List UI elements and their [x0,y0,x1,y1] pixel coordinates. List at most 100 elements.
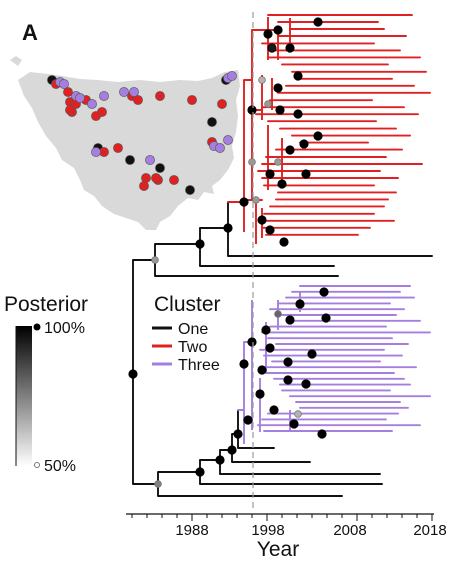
axis-tick-label: 2018 [413,522,446,539]
map-site-three [223,135,233,145]
tree-node [247,337,257,347]
map-site-three [145,155,155,165]
posterior-legend: Posterior 100% 50% [4,293,88,475]
tree-node [215,455,225,465]
cluster-one-label: One [178,321,208,338]
tree-node [295,299,305,309]
tree-node [273,25,283,35]
tree-node [279,237,289,247]
tree-node [269,405,279,415]
map-site-two [133,95,143,105]
tree-node [264,100,272,108]
posterior-low-label: 50% [44,458,76,475]
cluster-legend: Cluster One Two Three [150,288,230,374]
tree-node [283,357,293,367]
tree-node [261,325,271,335]
map-site-one [125,155,135,165]
map-site-three [215,143,225,153]
cluster-legend-background [150,288,230,374]
map-site-three [87,99,97,109]
map-site-two [151,173,161,183]
tree-node [239,359,249,369]
tree-node [301,379,311,389]
tree-node [239,197,249,207]
tree-node [274,310,282,318]
tree-node [293,109,303,119]
tasmania-map [10,56,240,230]
map-site-three [59,79,69,89]
tree-node [263,29,273,39]
tree-node [233,429,243,439]
panel-label: A [22,20,38,45]
map-site-two [155,91,165,101]
tree-node [299,139,309,149]
cluster-three-label: Three [178,357,220,374]
posterior-title: Posterior [4,293,88,316]
map-site-two [187,95,197,105]
tree-node [257,365,267,375]
tree-node [227,445,237,455]
map-site-three [129,87,139,97]
map-site-two [141,173,151,183]
tree-node [128,369,138,379]
tree-node [289,419,299,429]
axis-tick-label: 2008 [333,522,366,539]
tree-node [285,315,295,325]
tree-node [317,429,327,439]
tree-node [321,313,331,323]
tree-node [313,131,323,141]
tree-node [195,467,205,477]
tree-node [285,145,295,155]
posterior-high-label: 100% [44,320,85,337]
tree-node [275,105,285,115]
tree-node [252,196,260,204]
map-site-two [217,99,227,109]
map-site-three [75,93,85,103]
map-site-two [91,111,101,121]
tree-node [243,415,253,425]
tree-node [223,223,233,233]
cluster-title: Cluster [154,293,221,316]
map-site-two [65,105,75,115]
map-site-two [63,87,73,97]
tree-node [255,389,265,399]
axis-tick-label: 1998 [251,522,284,539]
tree-node [277,179,287,189]
map-site-one [185,185,195,195]
map-site-two [139,181,149,191]
phylogenetic-tree [128,14,433,497]
map-site-three [99,91,109,101]
map-island-east [222,118,234,134]
map-site-one [207,117,217,127]
map-island-north [10,56,22,66]
posterior-gradient-bar [16,326,32,466]
tree-node [195,239,205,249]
map-site-two [113,143,123,153]
map-site-two [169,175,179,185]
posterior-high-marker [33,323,41,331]
tree-node [265,169,275,179]
tree-node [247,105,257,115]
tree-node [285,43,295,53]
tree-node [274,158,282,166]
tree-node [265,225,275,235]
tree-node [307,349,317,359]
tree-node [313,17,323,27]
axis-tick-label: 1988 [175,522,208,539]
tree-node [257,215,267,225]
time-axis: 1988 1998 2008 2018 Year [126,513,447,561]
map-site-three [119,87,129,97]
tree-node [319,287,329,297]
tree-node [265,343,275,353]
tree-node [283,375,293,385]
tree-node [293,71,303,81]
tree-node [294,410,302,418]
cluster-two-label: Two [178,339,207,356]
tree-node [154,480,162,488]
map-site-three [91,147,101,157]
axis-title: Year [257,538,299,561]
map-site-three [227,71,237,81]
tree-node [267,43,277,53]
tree-node [301,169,311,179]
